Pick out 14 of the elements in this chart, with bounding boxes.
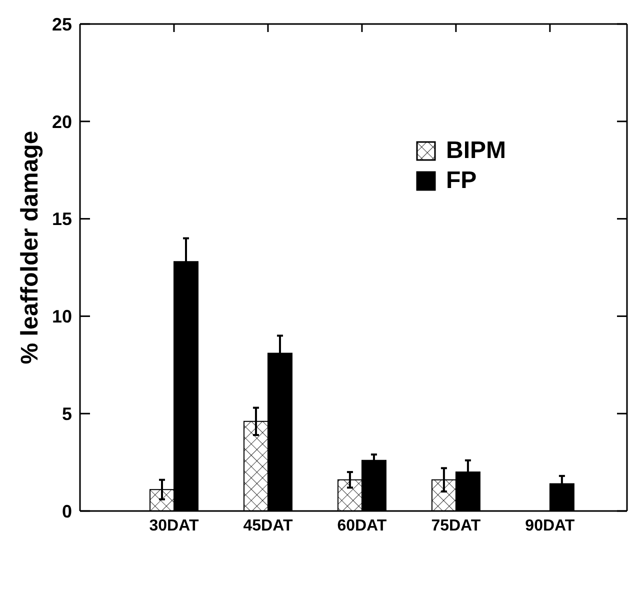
x-tick-label: 30DAT [149,517,199,534]
x-tick-label: 75DAT [431,517,481,534]
legend-label: BIPM [446,137,506,165]
y-tick-label: 15 [52,209,72,230]
y-tick-label: 25 [52,14,72,34]
x-tick-label: 90DAT [525,517,575,534]
y-tick-label: 5 [62,404,72,424]
x-tick-label: 60DAT [337,517,387,534]
y-tick-label: 10 [52,306,72,327]
y-axis-title: % leaffolder damage [16,130,44,364]
y-tick-label: 20 [52,112,72,132]
x-tick-label: 45DAT [243,517,293,534]
legend-label: FP [446,167,477,195]
y-tick-label: 0 [62,501,72,522]
